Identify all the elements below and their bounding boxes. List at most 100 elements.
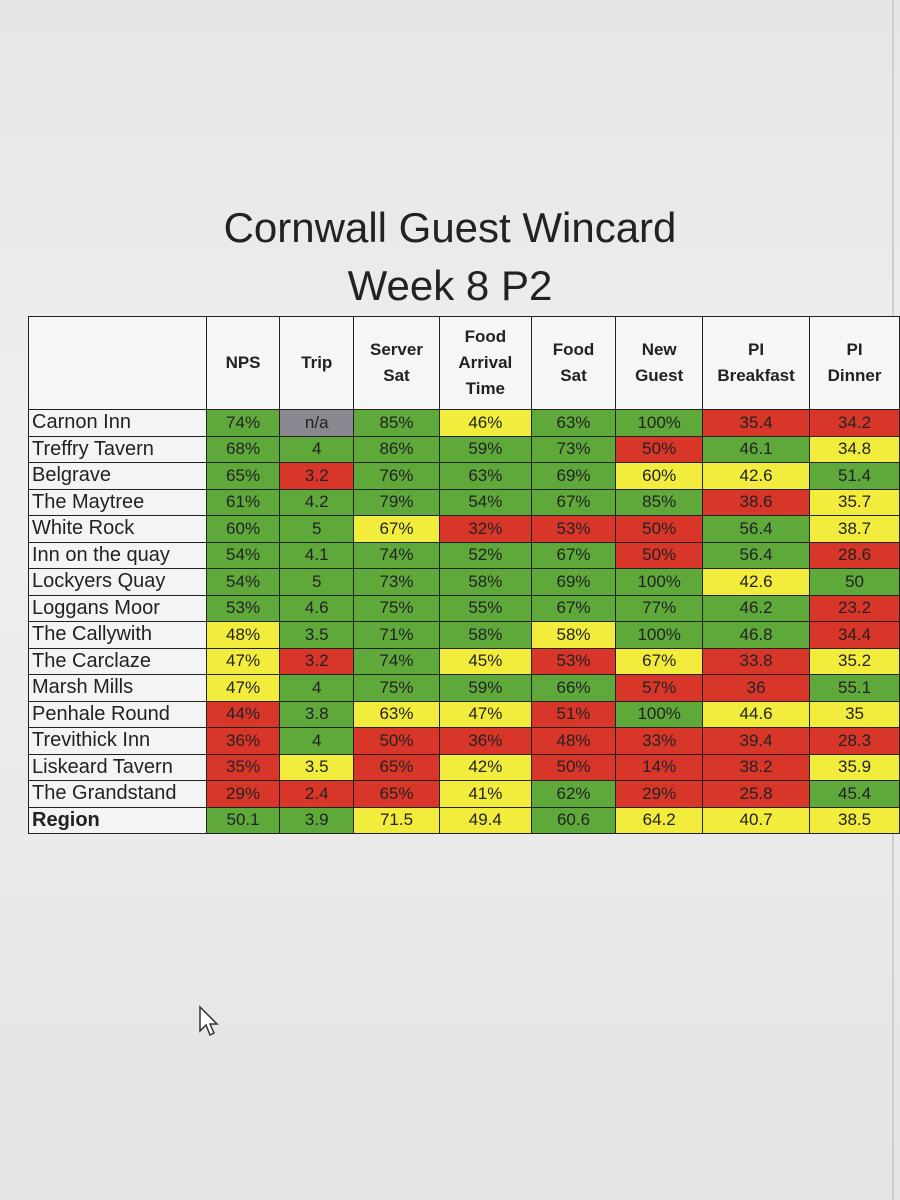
- cell: 53%: [530, 515, 617, 543]
- row-label: The Carclaze: [28, 647, 207, 675]
- cell: 47%: [205, 674, 281, 702]
- column-header: NPS: [205, 316, 281, 410]
- cell: 5: [279, 568, 355, 596]
- table-row: The Carclaze 47% 3.2 74% 45% 53% 67% 33.8 35.2: [28, 647, 900, 675]
- cell: 62%: [530, 780, 617, 808]
- cell: 35: [809, 700, 900, 728]
- cell: 50.1: [205, 806, 281, 834]
- row-label: Trevithick Inn: [28, 727, 207, 755]
- cell: 75%: [353, 674, 440, 702]
- table-row: Trevithick Inn 36% 4 50% 36% 48% 33% 39.4 28.3: [28, 727, 900, 755]
- cell: 33%: [615, 727, 704, 755]
- cell: 42%: [438, 753, 532, 781]
- cell: 74%: [353, 541, 440, 569]
- table-row: Penhale Round 44% 3.8 63% 47% 51% 100% 44.6 35: [28, 700, 900, 728]
- cell: 74%: [205, 409, 281, 437]
- cell: 57%: [615, 674, 704, 702]
- cell: 35%: [205, 753, 281, 781]
- cell: 100%: [615, 700, 704, 728]
- cell: 61%: [205, 488, 281, 516]
- cell: 50%: [615, 541, 704, 569]
- row-label: Liskeard Tavern: [28, 753, 207, 781]
- cell: 32%: [438, 515, 532, 543]
- cell: 52%: [438, 541, 532, 569]
- cell: 53%: [205, 594, 281, 622]
- column-header: Food Arrival Time: [438, 316, 532, 410]
- cell: 34.4: [809, 621, 900, 649]
- cell: 29%: [205, 780, 281, 808]
- mouse-cursor: [199, 1005, 219, 1037]
- row-label: Marsh Mills: [28, 674, 207, 702]
- row-label: Belgrave: [28, 462, 207, 490]
- cell: 50%: [615, 515, 704, 543]
- column-header: New Guest: [615, 316, 704, 410]
- cell: 60%: [205, 515, 281, 543]
- table-row: Carnon Inn 74% n/a 85% 46% 63% 100% 35.4 34.2: [28, 409, 900, 437]
- table-row: The Maytree 61% 4.2 79% 54% 67% 85% 38.6 35.7: [28, 488, 900, 516]
- cell: 85%: [353, 409, 440, 437]
- cell: 69%: [530, 568, 617, 596]
- table-row: Inn on the quay 54% 4.1 74% 52% 67% 50% 56.4 28.…: [28, 541, 900, 569]
- cell: 3.2: [279, 647, 355, 675]
- cell: 5: [279, 515, 355, 543]
- cell: 54%: [205, 568, 281, 596]
- cell: 50%: [530, 753, 617, 781]
- row-label: The Grandstand: [28, 780, 207, 808]
- table-row: Belgrave 65% 3.2 76% 63% 69% 60% 42.6 51.4: [28, 462, 900, 490]
- cell: 63%: [353, 700, 440, 728]
- cell: 46.8: [702, 621, 811, 649]
- cell: 4.6: [279, 594, 355, 622]
- cell: 85%: [615, 488, 704, 516]
- cell: 25.8: [702, 780, 811, 808]
- column-header: Server Sat: [353, 316, 440, 410]
- table-row: Loggans Moor 53% 4.6 75% 55% 67% 77% 46.2 23.2: [28, 594, 900, 622]
- cell: 40.7: [702, 806, 811, 834]
- cell: 67%: [353, 515, 440, 543]
- table-row: White Rock 60% 5 67% 32% 53% 50% 56.4 38.7: [28, 515, 900, 543]
- cell: 65%: [353, 780, 440, 808]
- cell: 4: [279, 674, 355, 702]
- cell: 48%: [205, 621, 281, 649]
- cell: 100%: [615, 409, 704, 437]
- cell: 63%: [438, 462, 532, 490]
- cell: 68%: [205, 435, 281, 463]
- cell: 69%: [530, 462, 617, 490]
- table-row: Region 50.1 3.9 71.5 49.4 60.6 64.2 40.7 38.5: [28, 806, 900, 834]
- cell: 4.2: [279, 488, 355, 516]
- cell: 3.9: [279, 806, 355, 834]
- cell: 60.6: [530, 806, 617, 834]
- cell: 58%: [530, 621, 617, 649]
- column-header: [28, 316, 207, 410]
- row-label: Penhale Round: [28, 700, 207, 728]
- row-label: White Rock: [28, 515, 207, 543]
- cell: 36%: [205, 727, 281, 755]
- table-row: The Callywith 48% 3.5 71% 58% 58% 100% 46.8 34.4: [28, 621, 900, 649]
- cell: 55.1: [809, 674, 900, 702]
- cell: 3.2: [279, 462, 355, 490]
- cell: 58%: [438, 568, 532, 596]
- cell: 3.5: [279, 753, 355, 781]
- cell: 51.4: [809, 462, 900, 490]
- cell: 42.6: [702, 568, 811, 596]
- cell: 48%: [530, 727, 617, 755]
- cell: 59%: [438, 674, 532, 702]
- cell: 75%: [353, 594, 440, 622]
- cell: n/a: [279, 409, 355, 437]
- cell: 86%: [353, 435, 440, 463]
- row-label: The Callywith: [28, 621, 207, 649]
- cell: 3.5: [279, 621, 355, 649]
- cell: 3.8: [279, 700, 355, 728]
- cell: 35.4: [702, 409, 811, 437]
- cell: 63%: [530, 409, 617, 437]
- cell: 46%: [438, 409, 532, 437]
- cell: 2.4: [279, 780, 355, 808]
- cell: 38.7: [809, 515, 900, 543]
- cell: 56.4: [702, 541, 811, 569]
- cell: 65%: [205, 462, 281, 490]
- cell: 71%: [353, 621, 440, 649]
- table-row: Treffry Tavern 68% 4 86% 59% 73% 50% 46.1 34.8: [28, 435, 900, 463]
- row-label: The Maytree: [28, 488, 207, 516]
- cell: 45.4: [809, 780, 900, 808]
- cell: 60%: [615, 462, 704, 490]
- cell: 65%: [353, 753, 440, 781]
